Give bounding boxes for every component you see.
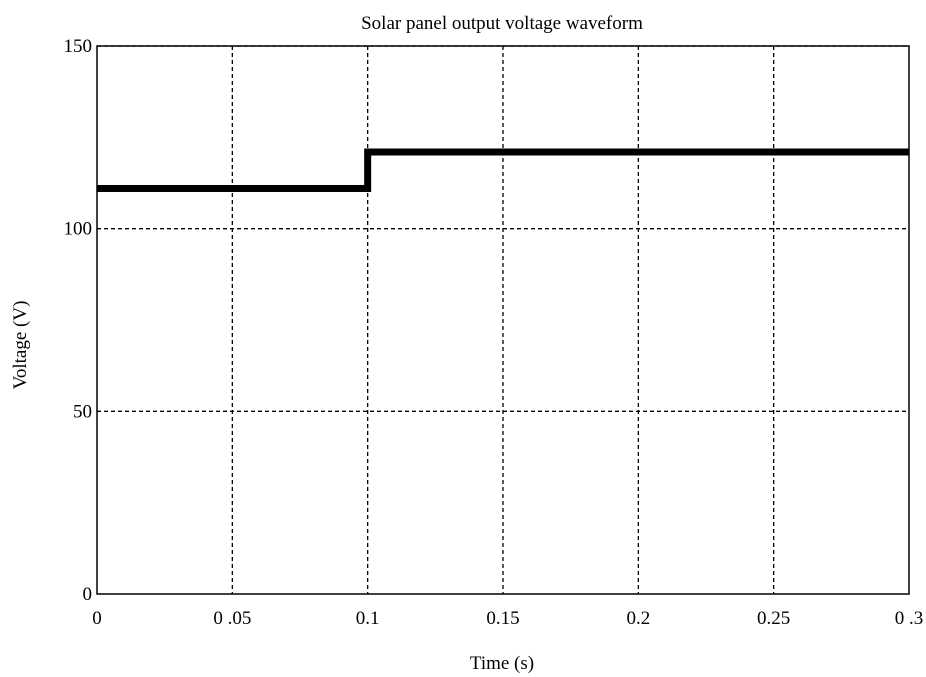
x-tick-label: 0 (92, 608, 102, 629)
y-axis-label: Voltage (V) (10, 301, 31, 390)
grid (97, 45, 909, 594)
x-tick-label: 0.1 (356, 608, 380, 629)
x-tick-label: 0.2 (626, 608, 650, 629)
series-layer (97, 148, 909, 192)
y-tick-label: 100 (64, 219, 93, 240)
y-tick-label: 50 (73, 401, 92, 422)
x-axis-label: Time (s) (470, 653, 534, 674)
plot-frame (96, 45, 910, 595)
x-tick-label: 0.15 (486, 608, 519, 629)
y-tick-label: 0 (83, 584, 93, 605)
x-tick-label: 0.25 (757, 608, 790, 629)
x-tick-label: 0 .3 (895, 608, 924, 629)
series-line-0 (97, 148, 909, 192)
chart-title: Solar panel output voltage waveform (361, 13, 643, 34)
x-tick-label: 0 .05 (213, 608, 251, 629)
x-tick-labels: 0 0 .05 0.1 0.15 0.2 0.25 0 .3 (92, 608, 923, 629)
y-tick-labels: 0 50 100 150 (64, 36, 93, 605)
y-tick-label: 150 (64, 36, 93, 57)
